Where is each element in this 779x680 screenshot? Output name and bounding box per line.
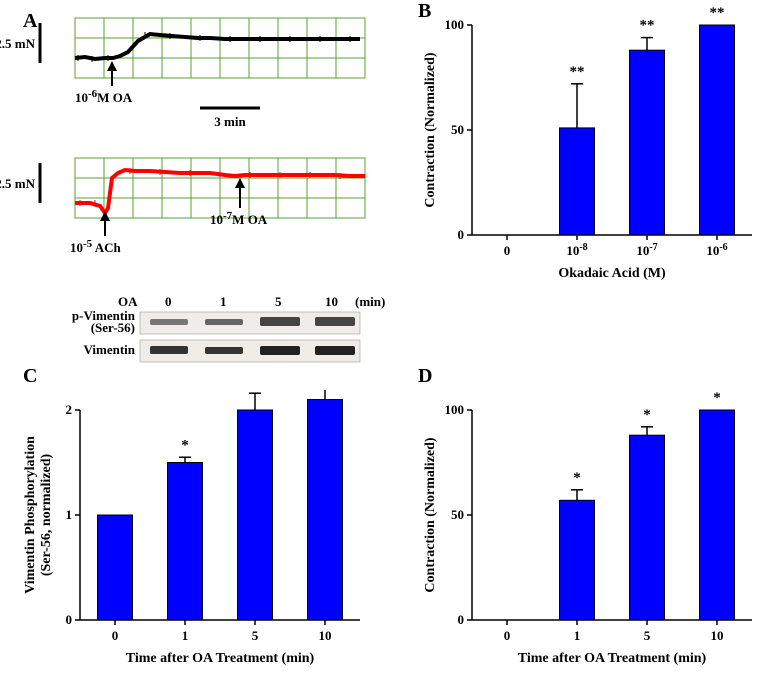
svg-text:5: 5 bbox=[644, 628, 651, 643]
svg-text:*: * bbox=[713, 390, 721, 406]
svg-text:5: 5 bbox=[275, 294, 282, 309]
svg-text:50: 50 bbox=[451, 122, 464, 137]
svg-text:10-5 ACh: 10-5 ACh bbox=[70, 238, 121, 255]
svg-text:*: * bbox=[181, 437, 189, 453]
svg-text:10-8: 10-8 bbox=[566, 242, 587, 258]
svg-text:10-7M OA: 10-7M OA bbox=[210, 210, 268, 227]
svg-text:50: 50 bbox=[451, 507, 464, 522]
svg-text:10: 10 bbox=[319, 628, 332, 643]
svg-text:1: 1 bbox=[182, 628, 189, 643]
panel-C-blot: OA 0 1 5 10 (min) p-Vimentin (Ser-56) Vi… bbox=[20, 292, 400, 372]
svg-text:(min): (min) bbox=[355, 294, 385, 309]
svg-text:Time after OA Treatment (min): Time after OA Treatment (min) bbox=[518, 651, 707, 666]
svg-text:2: 2 bbox=[66, 402, 73, 417]
svg-text:*: * bbox=[573, 470, 581, 486]
svg-text:Contraction (Normalized): Contraction (Normalized) bbox=[423, 52, 438, 207]
panel-A-traces: 2.5 mN 10-6M OA 3 min 2.5 mN 10-5 ACh 10… bbox=[0, 8, 390, 278]
svg-text:100: 100 bbox=[445, 402, 465, 417]
panel-D-chart: 0 50 100 0 * 1 * 5 * 10 Time after OA Treatment (m… bbox=[410, 390, 770, 680]
scalebar-x-label: 3 min bbox=[214, 114, 246, 129]
svg-text:0: 0 bbox=[66, 612, 73, 627]
svg-text:**: ** bbox=[640, 18, 655, 34]
scalebar-y-label-2: 2.5 mN bbox=[0, 176, 36, 191]
svg-text:Okadaic Acid (M): Okadaic Acid (M) bbox=[558, 266, 666, 281]
svg-text:10: 10 bbox=[711, 628, 724, 643]
svg-text:**: ** bbox=[710, 5, 725, 21]
svg-text:0: 0 bbox=[504, 628, 511, 643]
svg-text:OA: OA bbox=[118, 294, 138, 309]
svg-text:100: 100 bbox=[445, 17, 465, 32]
svg-text:1: 1 bbox=[574, 628, 581, 643]
svg-text:1: 1 bbox=[66, 507, 73, 522]
svg-text:10-7: 10-7 bbox=[636, 242, 657, 258]
svg-text:0: 0 bbox=[458, 612, 465, 627]
svg-text:0: 0 bbox=[458, 227, 465, 242]
svg-text:1: 1 bbox=[220, 294, 227, 309]
svg-text:0: 0 bbox=[112, 628, 119, 643]
svg-text:0: 0 bbox=[504, 243, 511, 258]
svg-text:Vimentin Phosphorylation(Ser-5: Vimentin Phosphorylation(Ser-56, normali… bbox=[23, 436, 54, 594]
scalebar-y-label-1: 2.5 mN bbox=[0, 36, 36, 51]
svg-text:Time after OA Treatment (min): Time after OA Treatment (min) bbox=[126, 651, 315, 666]
svg-text:**: ** bbox=[570, 64, 585, 80]
svg-text:10-6M OA: 10-6M OA bbox=[75, 88, 133, 105]
svg-text:(Ser-56): (Ser-56) bbox=[91, 320, 135, 335]
svg-text:Vimentin: Vimentin bbox=[83, 342, 135, 357]
svg-text:10-6: 10-6 bbox=[706, 242, 727, 258]
panel-C-chart: 0120*1*5*10Time after OA Treatment (min)… bbox=[5, 390, 385, 680]
panel-label-D: D bbox=[418, 365, 432, 388]
panel-B-chart: 0 50 100 0 ** 10-8 ** 10-7 ** 10-6 Okadaic Acid (M… bbox=[410, 5, 770, 295]
svg-text:5: 5 bbox=[252, 628, 259, 643]
svg-text:Contraction (Normalized): Contraction (Normalized) bbox=[423, 437, 438, 592]
svg-text:0: 0 bbox=[165, 294, 172, 309]
svg-text:*: * bbox=[643, 407, 651, 423]
svg-text:10: 10 bbox=[325, 294, 338, 309]
